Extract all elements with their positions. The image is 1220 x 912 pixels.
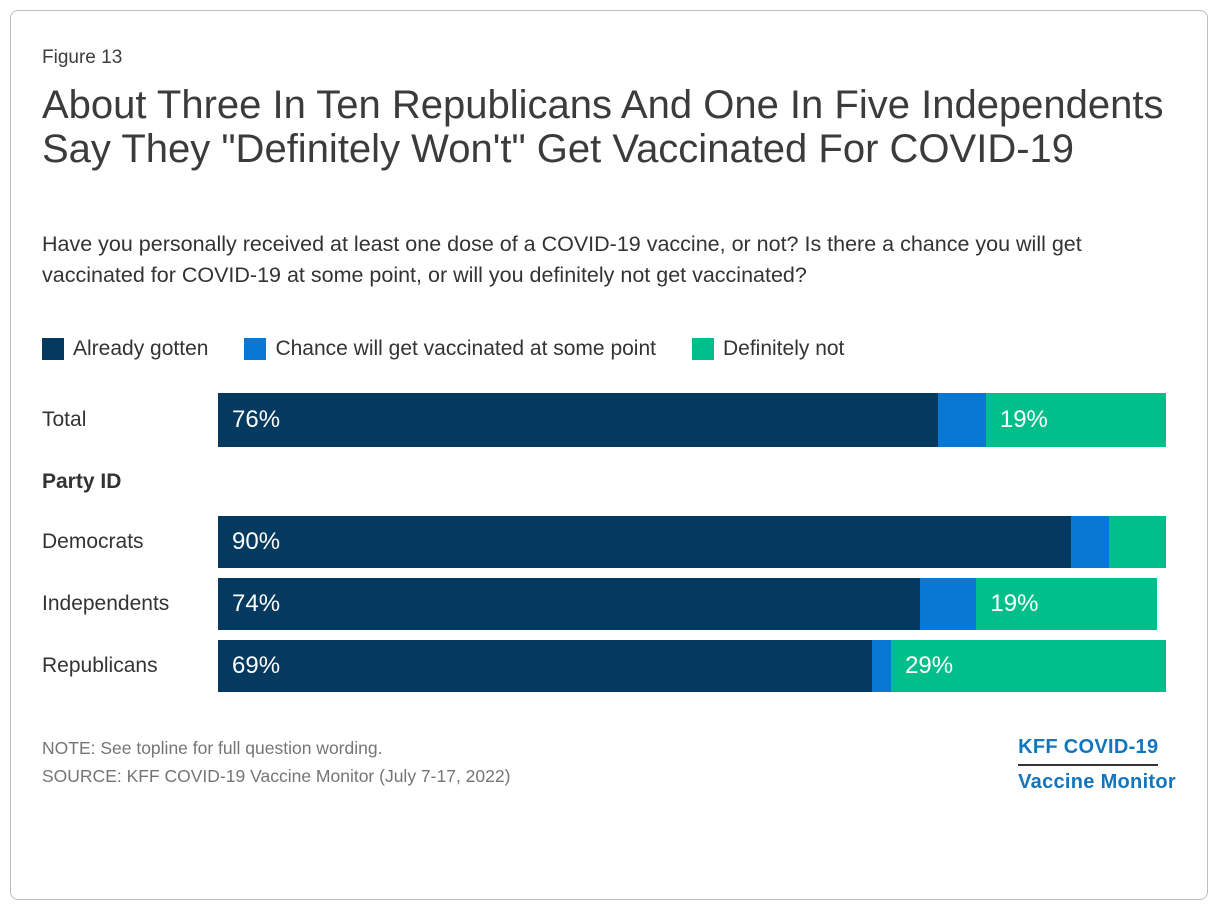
bar-value-label: 69% xyxy=(232,652,281,679)
bar-value-label: 76% xyxy=(232,406,281,433)
bar-row-democrats: Democrats 90% xyxy=(42,516,1176,568)
footer-notes: NOTE: See topline for full question word… xyxy=(42,734,510,790)
bar-segment-chance-will-get-vaccinated xyxy=(1071,516,1110,568)
bar-row-independents: Independents 74% 19% xyxy=(42,578,1176,630)
bar-segment-definitely-not: 19% xyxy=(985,393,1166,447)
bar-value-label: 74% xyxy=(232,590,281,617)
legend-swatch-definitely-not xyxy=(691,338,714,360)
figure-card: Figure 13 About Three In Ten Republicans… xyxy=(10,10,1208,900)
legend-swatch-already-gotten xyxy=(42,338,64,360)
legend-label: Definitely not xyxy=(722,337,845,360)
bar: 76% 19% xyxy=(218,393,1166,447)
bar-segment-already-gotten: 69% xyxy=(218,640,873,692)
row-label: Independents xyxy=(42,592,170,615)
bar-segment-chance-will-get-vaccinated xyxy=(938,393,986,447)
bar-segment-already-gotten: 76% xyxy=(218,393,939,447)
bar-segment-already-gotten: 90% xyxy=(218,516,1072,568)
legend-item: Already gotten xyxy=(42,337,208,361)
bar-segment-definitely-not: 19% xyxy=(976,578,1157,630)
legend-item: Chance will get vaccinated at some point xyxy=(244,337,656,361)
row-label: Republicans xyxy=(42,654,158,677)
logo-line-1: KFF COVID-19 xyxy=(1018,736,1159,766)
bar-segment-definitely-not xyxy=(1109,516,1166,568)
bar: 69% 29% xyxy=(218,640,1166,692)
footer: NOTE: See topline for full question word… xyxy=(42,734,1176,794)
bar-value-label: 19% xyxy=(999,406,1048,433)
kff-logo: KFF COVID-19 Vaccine Monitor xyxy=(1018,736,1176,794)
row-label: Democrats xyxy=(42,530,144,553)
legend-item: Definitely not xyxy=(691,337,845,361)
bar-segment-definitely-not: 29% xyxy=(891,640,1166,692)
bar-value-label: 19% xyxy=(990,590,1039,617)
chart: Total 76% 19% Party ID Democrats 90% Inde… xyxy=(42,393,1176,692)
bar-segment-chance-will-get-vaccinated xyxy=(919,578,977,630)
bar-value-label: 90% xyxy=(232,528,281,555)
bar: 74% 19% xyxy=(218,578,1166,630)
total-row-container: Total 76% 19% xyxy=(42,393,1176,447)
group-heading: Party ID xyxy=(42,470,122,493)
bar-segment-already-gotten: 74% xyxy=(218,578,920,630)
legend: Already gotten Chance will get vaccinate… xyxy=(42,337,1176,361)
chart-title: About Three In Ten Republicans And One I… xyxy=(42,83,1164,171)
legend-label: Chance will get vaccinated at some point xyxy=(275,337,656,360)
party-rows-container: Democrats 90% Independents 74% 19% Republ… xyxy=(42,516,1176,692)
note-text: NOTE: See topline for full question word… xyxy=(42,738,383,758)
source-text: SOURCE: KFF COVID-19 Vaccine Monitor (Ju… xyxy=(42,766,511,786)
logo-line-2: Vaccine Monitor xyxy=(1018,771,1176,793)
legend-swatch-chance-will-get-vaccinated xyxy=(244,338,267,360)
bar-row-total: Total 76% 19% xyxy=(42,393,1176,447)
legend-label: Already gotten xyxy=(73,337,209,360)
bar-segment-chance-will-get-vaccinated xyxy=(872,640,892,692)
bar: 90% xyxy=(218,516,1166,568)
figure-label: Figure 13 xyxy=(42,47,123,68)
bar-row-republicans: Republicans 69% 29% xyxy=(42,640,1176,692)
bar-value-label: 29% xyxy=(905,652,954,679)
chart-subtitle: Have you personally received at least on… xyxy=(42,232,1082,287)
row-label: Total xyxy=(42,408,87,431)
